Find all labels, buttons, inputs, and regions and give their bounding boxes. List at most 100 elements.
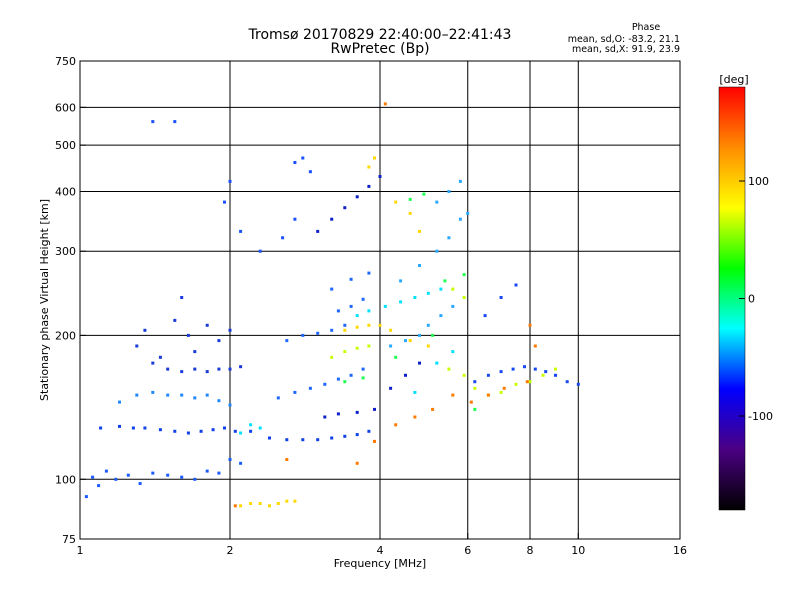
point-s1-0 — [99, 426, 103, 430]
point-s7-12 — [514, 283, 518, 287]
point-s2-1 — [135, 393, 139, 397]
point-s11-8 — [469, 400, 473, 404]
point-s6-13 — [447, 190, 451, 193]
point-s12-8 — [426, 291, 430, 295]
point-s0-2 — [97, 484, 101, 488]
point-s0-0 — [84, 495, 88, 499]
chart-subtitle: RwPretec (Bp) — [330, 41, 429, 57]
point-s8-5 — [293, 161, 297, 164]
point-s8-2 — [223, 200, 226, 204]
point-s1-13 — [285, 438, 289, 442]
point-s4-8 — [301, 333, 305, 337]
point-s2-5 — [193, 396, 197, 400]
point-s0-8 — [166, 473, 170, 477]
point-s7-4 — [523, 365, 526, 369]
point-s10-6 — [473, 386, 477, 390]
point-s10-0 — [330, 355, 334, 359]
x-tick-label-1: 1 — [77, 544, 84, 557]
point-s9-1 — [249, 502, 253, 505]
point-s0-3 — [104, 469, 108, 473]
point-s1-4 — [158, 428, 162, 432]
point-s3-5 — [228, 367, 232, 371]
point-s2-8 — [228, 403, 232, 407]
point-s12-5 — [383, 304, 387, 308]
point-s13-3 — [431, 333, 435, 337]
point-s4-1 — [293, 390, 297, 394]
y-tick-label-200: 200 — [55, 329, 76, 342]
point-s2-7 — [217, 399, 221, 403]
point-s1-18 — [355, 433, 359, 437]
point-s7-9 — [576, 382, 580, 386]
point-s6-5 — [451, 304, 455, 308]
point-s6-10 — [458, 217, 462, 221]
point-s4-6 — [361, 367, 365, 371]
point-s4-2 — [308, 386, 312, 390]
point-s2-4 — [180, 393, 184, 397]
point-s1-9 — [223, 426, 226, 430]
point-s4-13 — [349, 304, 353, 308]
point-s9-6 — [293, 499, 297, 503]
colorbar-label: [deg] — [719, 73, 748, 86]
point-s5-5 — [378, 175, 382, 178]
point-s10-12 — [554, 367, 557, 371]
point-s4-14 — [361, 297, 365, 301]
point-s7-6 — [544, 370, 548, 374]
point-s4-5 — [349, 373, 353, 377]
point-s2-3 — [166, 393, 170, 397]
point-s2-0 — [118, 400, 121, 404]
point-s1-2 — [131, 426, 135, 430]
point-s9-16 — [394, 200, 398, 204]
point-s5-2 — [343, 206, 347, 210]
point-s5-6 — [323, 415, 327, 419]
point-s1-5 — [173, 429, 177, 433]
point-s12-9 — [439, 287, 443, 291]
point-s10-11 — [541, 373, 545, 377]
point-s11-1 — [285, 458, 289, 461]
x-tick-label-16: 16 — [673, 544, 687, 557]
phase-stats-x: mean, sd,X: 91.9, 23.9 — [572, 44, 680, 55]
point-s10-9 — [514, 382, 518, 386]
point-s6-4 — [439, 314, 443, 318]
point-s12-1 — [249, 423, 253, 427]
point-s7-0 — [473, 380, 477, 384]
point-s8-6 — [301, 156, 305, 160]
point-s11-14 — [383, 102, 387, 106]
point-s1-6 — [186, 431, 190, 435]
point-s9-10 — [378, 323, 382, 327]
point-s11-0 — [233, 504, 237, 508]
point-s9-14 — [367, 165, 371, 169]
point-s0-11 — [205, 469, 209, 473]
point-s3-1 — [180, 370, 184, 374]
point-s1-11 — [249, 429, 253, 433]
point-s3-7 — [151, 361, 155, 365]
colorbar-tick-label--100: -100 — [748, 410, 773, 423]
point-s8-10 — [293, 217, 297, 221]
point-s1-3 — [143, 426, 147, 430]
point-s10-14 — [462, 296, 466, 299]
point-s9-3 — [268, 504, 271, 508]
colorbar-tick-label-100: 100 — [748, 175, 769, 188]
y-tick-label-100: 100 — [55, 473, 76, 486]
point-s8-4 — [173, 120, 177, 124]
point-s10-13 — [451, 287, 455, 291]
point-s11-10 — [502, 386, 506, 390]
point-s10-3 — [367, 344, 371, 348]
point-s13-2 — [394, 355, 398, 359]
point-s4-3 — [323, 382, 327, 386]
point-s9-11 — [389, 328, 393, 332]
colorbar-ticks: 100 0 -100 — [739, 175, 773, 423]
point-s6-2 — [418, 333, 421, 337]
point-s0-12 — [217, 471, 221, 475]
y-tick-label-750: 750 — [55, 55, 76, 68]
point-s12-12 — [451, 350, 455, 354]
y-tick-label-300: 300 — [55, 245, 76, 258]
point-s4-15 — [330, 287, 334, 291]
point-s6-7 — [418, 264, 421, 267]
point-s3-17 — [228, 328, 232, 332]
point-s1-17 — [343, 434, 347, 438]
point-s13-4 — [443, 279, 447, 283]
point-s10-4 — [447, 367, 451, 371]
point-s0-6 — [138, 482, 142, 485]
point-s9-18 — [418, 229, 421, 233]
